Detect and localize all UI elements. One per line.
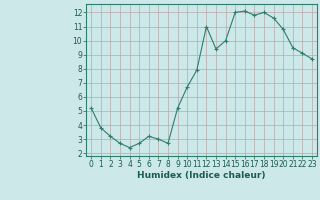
X-axis label: Humidex (Indice chaleur): Humidex (Indice chaleur) — [137, 171, 266, 180]
